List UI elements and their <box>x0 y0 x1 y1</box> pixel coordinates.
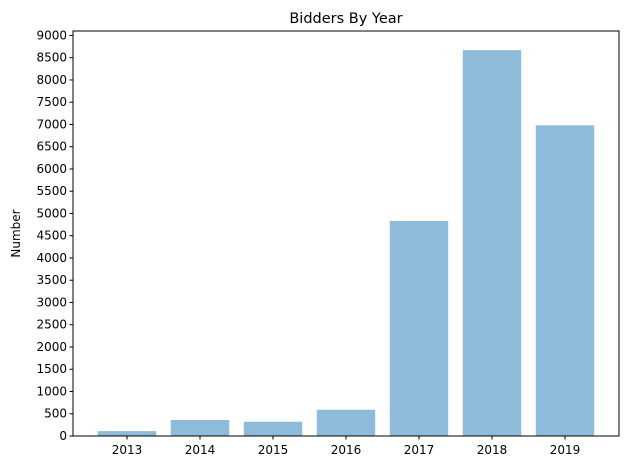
y-tick-label: 5000 <box>36 206 67 220</box>
y-tick-label: 2000 <box>36 340 67 354</box>
y-tick-label: 7500 <box>36 95 67 109</box>
bar-2014 <box>170 419 230 436</box>
y-tick-label: 6000 <box>36 162 67 176</box>
plot-frame <box>72 30 620 437</box>
y-tick-label: 6500 <box>36 140 67 154</box>
y-tick-label: 1500 <box>36 362 67 376</box>
bar-2017 <box>389 221 449 436</box>
y-axis: 0 500 1000 1500 2000 2500 3000 3500 4000 4500 5000… <box>36 28 73 443</box>
y-tick-label: 9000 <box>36 28 67 42</box>
y-tick-label: 4000 <box>36 251 67 265</box>
bar-2016 <box>316 409 376 436</box>
y-tick-label: 2500 <box>36 318 67 332</box>
bar-2013 <box>97 431 157 436</box>
chart-title: Bidders By Year <box>289 11 402 27</box>
y-tick-label: 8500 <box>36 51 67 65</box>
x-tick-label: 2014 <box>185 443 216 457</box>
x-tick-label: 2019 <box>550 443 581 457</box>
x-tick-label: 2015 <box>258 443 289 457</box>
y-tick-label: 4500 <box>36 229 67 243</box>
bars-group <box>97 50 595 437</box>
x-tick-label: 2017 <box>404 443 435 457</box>
y-tick-label: 3500 <box>36 273 67 287</box>
y-tick-label: 5500 <box>36 184 67 198</box>
y-axis-label: Number <box>9 209 23 257</box>
y-tick-label: 7000 <box>36 117 67 131</box>
x-tick-label: 2013 <box>112 443 143 457</box>
bar-2015 <box>243 421 303 436</box>
y-tick-label: 3000 <box>36 295 67 309</box>
x-axis: 2013 2014 2015 2016 2017 2018 2019 <box>112 436 581 457</box>
x-tick-label: 2018 <box>477 443 508 457</box>
x-tick-label: 2016 <box>331 443 362 457</box>
y-tick-label: 8000 <box>36 73 67 87</box>
y-tick-label: 500 <box>44 407 67 421</box>
bar-2019 <box>535 125 595 436</box>
y-tick-label: 1000 <box>36 384 67 398</box>
y-tick-label: 0 <box>59 429 67 443</box>
bar-2018 <box>462 50 522 437</box>
